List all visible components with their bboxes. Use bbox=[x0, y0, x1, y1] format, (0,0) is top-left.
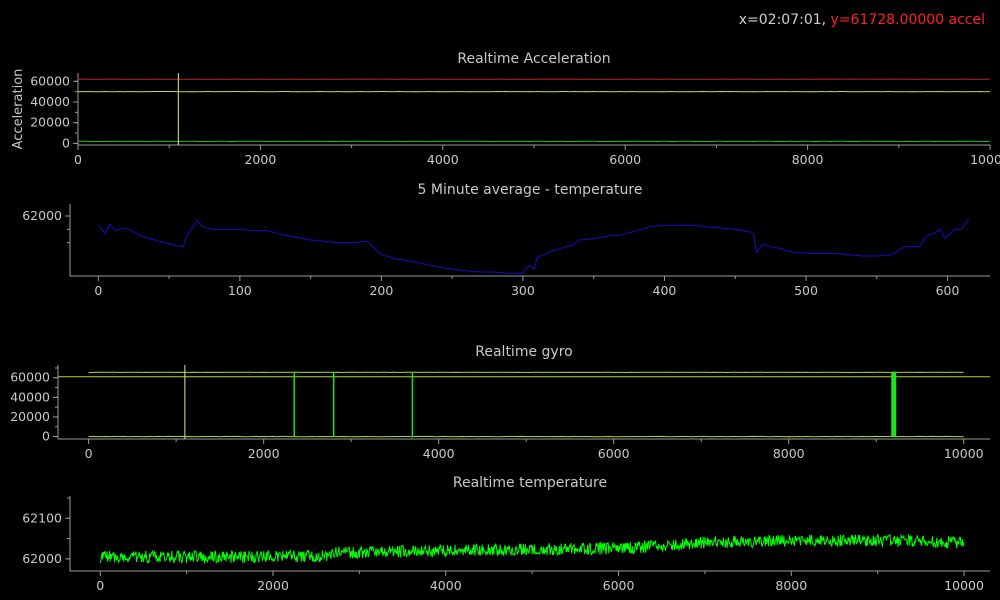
x-tick-label: 8000 bbox=[775, 578, 807, 593]
x-tick-label: 400 bbox=[653, 283, 677, 298]
x-tick-label: 100 bbox=[228, 283, 252, 298]
chart-title: Realtime Acceleration bbox=[457, 51, 610, 67]
y-tick-label: 20000 bbox=[30, 115, 70, 130]
x-tick-label: 10000 bbox=[970, 152, 1000, 167]
x-tick-label: 0 bbox=[85, 446, 93, 461]
y-tick-label: 0 bbox=[62, 135, 70, 150]
y-tick-label: 62000 bbox=[22, 551, 62, 566]
y-tick-label: 62000 bbox=[22, 208, 62, 223]
y-tick-label: 60000 bbox=[10, 370, 50, 385]
x-tick-label: 2000 bbox=[248, 446, 280, 461]
x-tick-label: 4000 bbox=[423, 446, 455, 461]
series-line bbox=[99, 533, 965, 565]
x-tick-label: 0 bbox=[74, 152, 82, 167]
x-tick-label: 300 bbox=[511, 283, 535, 298]
chart-2[interactable]: 5 Minute average - temperature 0 100 200 300… bbox=[22, 182, 990, 298]
x-tick-label: 2000 bbox=[257, 578, 289, 593]
x-tick-label: 8000 bbox=[792, 152, 824, 167]
x-tick-label: 10000 bbox=[944, 578, 984, 593]
x-tick-label: 200 bbox=[369, 283, 393, 298]
readout-x: x=02:07:01, bbox=[738, 12, 827, 28]
x-tick-label: 2000 bbox=[244, 152, 276, 167]
x-tick-label: 0 bbox=[94, 283, 102, 298]
x-tick-label: 4000 bbox=[430, 578, 462, 593]
cursor-readout: x=02:07:01, y=61728.00000 accel bbox=[739, 12, 985, 28]
x-tick-label: 8000 bbox=[773, 446, 805, 461]
y-tick-label: 62100 bbox=[22, 510, 62, 525]
chart-title: 5 Minute average - temperature bbox=[418, 182, 643, 198]
x-tick-label: 0 bbox=[96, 578, 104, 593]
chart-title: Realtime gyro bbox=[475, 344, 572, 360]
x-tick-label: 600 bbox=[936, 283, 960, 298]
x-tick-label: 6000 bbox=[598, 446, 630, 461]
x-tick-label: 6000 bbox=[603, 578, 635, 593]
y-tick-label: 40000 bbox=[10, 389, 50, 404]
x-tick-label: 6000 bbox=[609, 152, 641, 167]
chart-3[interactable]: Realtime gyro 0 2000 4000 6000 8000 10000 0 2000… bbox=[10, 344, 990, 461]
series-line bbox=[97, 218, 970, 274]
y-tick-label: 60000 bbox=[30, 73, 70, 88]
readout-y: y=61728.00000 accel bbox=[830, 12, 985, 28]
y-axis-label: Acceleration bbox=[11, 69, 26, 150]
x-tick-label: 500 bbox=[794, 283, 818, 298]
x-tick-label: 4000 bbox=[427, 152, 459, 167]
y-tick-label: 20000 bbox=[10, 409, 50, 424]
y-tick-label: 0 bbox=[42, 429, 50, 444]
chart-1[interactable]: Realtime Acceleration Acceleration 0 2000 40… bbox=[11, 51, 1000, 167]
chart-4[interactable]: Realtime temperature 0 2000 4000 6000 8000 100… bbox=[22, 475, 990, 593]
chart-title: Realtime temperature bbox=[453, 475, 607, 491]
x-tick-label: 10000 bbox=[944, 446, 984, 461]
y-tick-label: 40000 bbox=[30, 94, 70, 109]
